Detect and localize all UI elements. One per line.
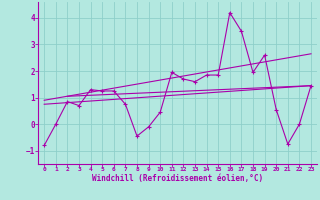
X-axis label: Windchill (Refroidissement éolien,°C): Windchill (Refroidissement éolien,°C) — [92, 174, 263, 183]
